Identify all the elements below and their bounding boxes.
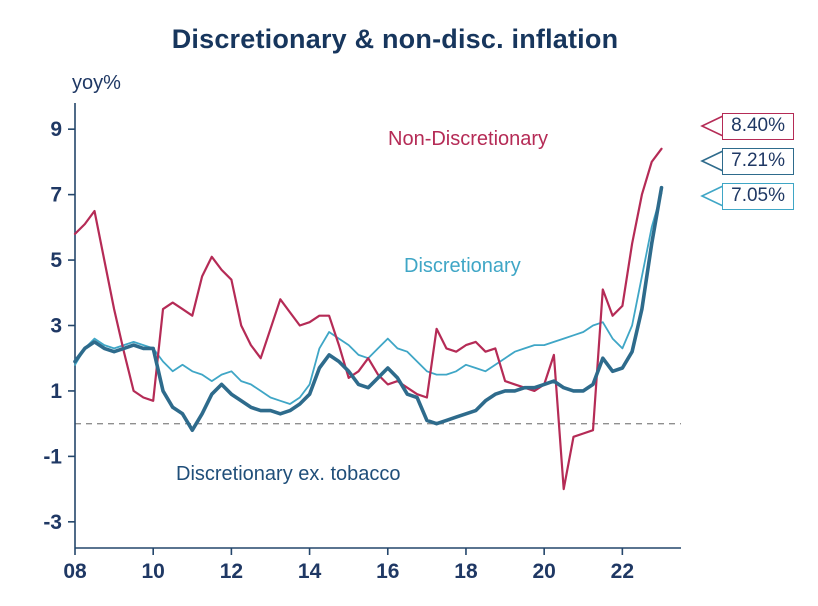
- end-value-non-discretionary: 8.40%: [722, 112, 794, 140]
- series-line-non-discretionary: [73, 147, 663, 491]
- x-tick-label: 16: [376, 560, 399, 583]
- x-tick-label: 22: [611, 560, 634, 583]
- x-tick-label: 10: [142, 560, 165, 583]
- chart-title: Discretionary & non-disc. inflation: [171, 24, 619, 54]
- end-value-callout-non-discretionary: 8.40%: [699, 112, 794, 140]
- x-tick-label: 08: [63, 560, 87, 583]
- y-tick-label: 1: [50, 380, 62, 403]
- y-tick-label: -3: [43, 511, 62, 534]
- y-tick-label: 9: [50, 118, 62, 141]
- series-line-discretionary: [74, 192, 663, 405]
- series-label-discretionary: Discretionary: [404, 255, 521, 277]
- x-tick-label: 20: [532, 560, 555, 583]
- series-label-non-discretionary: Non-Discretionary: [388, 128, 549, 150]
- end-value-discretionary-ex-tobacco: 7.21%: [722, 147, 794, 175]
- x-tick-label: 14: [298, 560, 322, 583]
- y-tick-label: 7: [50, 184, 62, 207]
- end-value-callout-discretionary-ex-tobacco: 7.21%: [699, 147, 794, 175]
- series-line-discretionary-ex-tobacco: [73, 185, 664, 433]
- x-tick-label: 12: [220, 560, 243, 583]
- y-tick-label: 5: [50, 249, 62, 272]
- x-tick-label: 18: [454, 560, 478, 583]
- y-axis-unit-label: yoy%: [72, 72, 121, 94]
- end-value-discretionary: 7.05%: [722, 182, 794, 210]
- end-value-callout-discretionary: 7.05%: [699, 182, 794, 210]
- y-tick-label: 3: [50, 315, 62, 338]
- y-tick-label: -1: [43, 445, 62, 468]
- series-label-discretionary-ex-tobacco: Discretionary ex. tobacco: [176, 463, 401, 485]
